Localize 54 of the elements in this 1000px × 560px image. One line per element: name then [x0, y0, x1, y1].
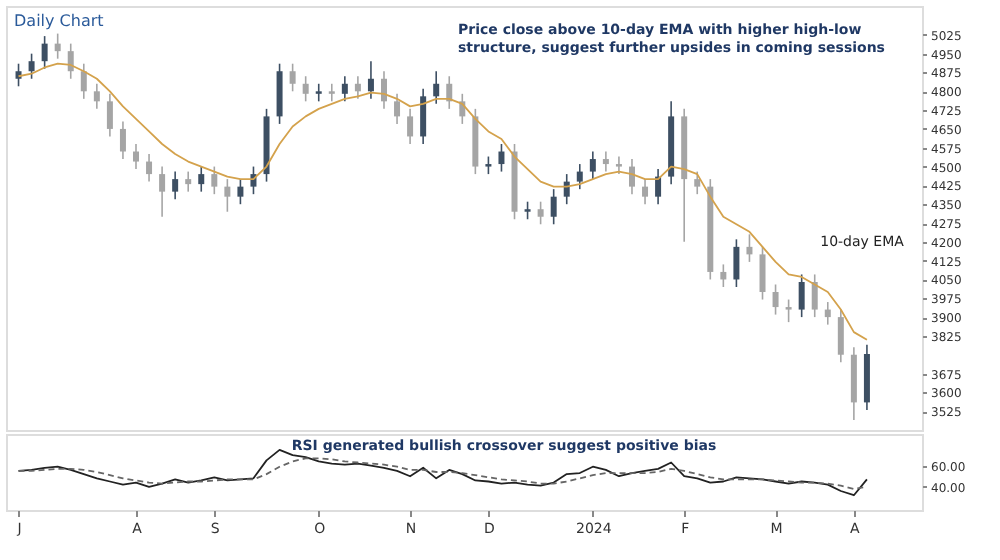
- candlestick: [328, 82, 335, 103]
- candlestick: [133, 143, 139, 170]
- candlestick: [224, 178, 231, 213]
- candlestick: [850, 346, 857, 421]
- candlestick: [628, 158, 635, 195]
- candlestick: [185, 170, 192, 193]
- candlestick: [80, 62, 87, 100]
- candlestick: [407, 108, 414, 145]
- candlestick: [159, 165, 166, 218]
- candlestick: [785, 298, 792, 323]
- candlestick: [837, 308, 844, 364]
- candlestick: [367, 60, 374, 100]
- candlestick: [655, 168, 662, 205]
- candlestick: [759, 246, 766, 301]
- candlestick: [746, 233, 753, 263]
- candlestick: [420, 87, 427, 145]
- candlestick: [67, 42, 74, 80]
- candlestick: [733, 238, 740, 288]
- line-series: [17, 457, 868, 490]
- candlestick: [41, 35, 48, 70]
- candlestick: [276, 62, 283, 125]
- candlestick: [15, 62, 22, 88]
- candlestick: [694, 170, 701, 195]
- candlestick: [341, 75, 348, 103]
- candlestick: [589, 150, 596, 180]
- candlestick: [433, 70, 440, 105]
- candlestick: [602, 150, 609, 173]
- candlestick: [54, 32, 61, 60]
- candlestick: [198, 165, 205, 193]
- candlestick: [302, 75, 309, 103]
- chart-title: Daily Chart: [14, 12, 104, 30]
- candlestick: [824, 301, 831, 326]
- candlestick: [550, 188, 557, 226]
- candlestick: [798, 273, 805, 318]
- candlestick: [237, 178, 244, 205]
- candlestick: [380, 70, 387, 110]
- candlestick: [720, 263, 727, 288]
- candlestick: [354, 75, 361, 100]
- candlestick: [498, 143, 505, 173]
- candlestick: [642, 178, 649, 205]
- candlestick: [119, 120, 126, 160]
- candlestick: [146, 153, 153, 183]
- candlestick: [93, 82, 100, 110]
- candlestick: [289, 62, 296, 93]
- candlestick: [772, 283, 779, 316]
- candlestick: [576, 163, 583, 190]
- candlestick: [106, 93, 113, 138]
- candlestick: [315, 82, 322, 103]
- candlestick: [394, 93, 401, 125]
- candlestick: [172, 170, 179, 200]
- candlestick: [28, 52, 35, 80]
- candlestick: [211, 165, 218, 195]
- candlestick: [537, 200, 544, 226]
- candlestick: [811, 273, 818, 318]
